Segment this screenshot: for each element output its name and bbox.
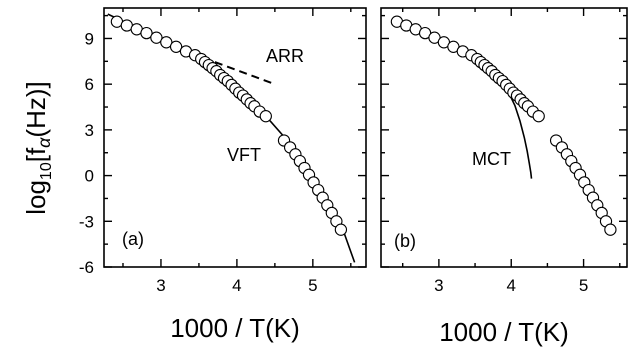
panel-b: 3 4 5 (b) MCT 1000 / T(K): [380, 7, 628, 347]
panel-a-frame: [103, 7, 367, 268]
panel-b-ticks: [381, 8, 627, 268]
panel-b-points: [390, 15, 617, 236]
panel-a-x-axis-title: 1000 / T(K): [170, 313, 300, 343]
data-point: [532, 110, 545, 123]
panel-b-label: (b): [394, 231, 416, 251]
data-point: [604, 223, 617, 236]
y-axis-title-group: log10[fα(Hz)]: [21, 81, 55, 215]
annotation-arr: ARR: [266, 46, 304, 66]
y-axis-title: log10[fα(Hz)]: [21, 81, 55, 215]
panel-a-fits: [107, 13, 356, 263]
data-point: [160, 36, 173, 49]
x-tick-label: 4: [232, 276, 241, 295]
panel-a-tick-labels: 3 4 5 -6 -3 0 3 6 9: [79, 29, 318, 295]
data-point: [259, 110, 272, 123]
y-tick-label: 6: [85, 75, 94, 94]
data-point: [140, 26, 153, 40]
y-tick-label: -6: [79, 258, 94, 277]
panel-a: 3 4 5 -6 -3 0 3 6 9 (a) ARR VFT 1000 / T(K): [79, 7, 367, 343]
panel-a-ticks: [104, 8, 366, 268]
x-tick-label: 4: [507, 276, 516, 295]
panel-b-tick-labels: 3 4 5: [434, 276, 588, 295]
y-tick-label: -3: [79, 212, 94, 231]
panel-a-label: (a): [122, 229, 144, 249]
y-tick-label: 3: [85, 121, 94, 140]
annotation-vft: VFT: [227, 145, 261, 165]
y-tick-label: 9: [85, 29, 94, 48]
x-tick-label: 3: [156, 276, 165, 295]
panel-a-points: [110, 15, 348, 236]
x-tick-label: 5: [579, 276, 588, 295]
y-tick-label: 0: [85, 167, 94, 186]
x-tick-label: 3: [434, 276, 443, 295]
data-point: [169, 40, 183, 53]
fit-vft: [107, 13, 356, 263]
data-point: [334, 223, 348, 236]
annotation-mct: MCT: [472, 149, 511, 169]
data-point: [150, 31, 163, 44]
panel-b-frame: [380, 7, 628, 268]
x-tick-label: 5: [308, 276, 317, 295]
panel-b-x-axis-title: 1000 / T(K): [439, 317, 569, 347]
